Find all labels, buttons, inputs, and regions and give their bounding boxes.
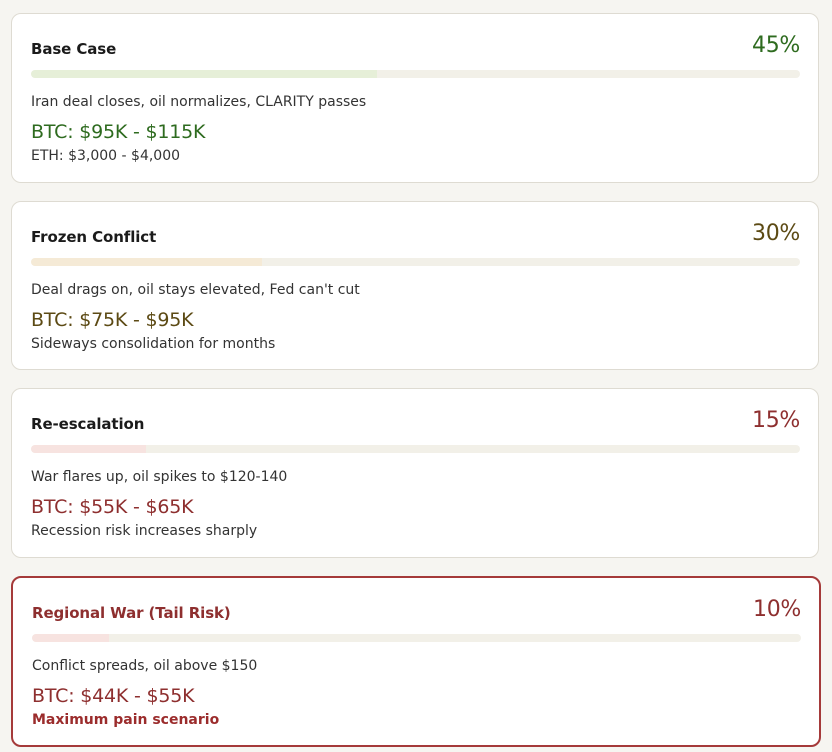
scenario-title: Regional War (Tail Risk) [32, 604, 231, 622]
scenario-note: Maximum pain scenario [32, 712, 220, 728]
probability-bar-fill [31, 70, 378, 78]
scenario-card-re-escalation: Re-escalation 15% War flares up, oil spi… [11, 388, 819, 558]
scenario-card-regional-war: Regional War (Tail Risk) 10% Conflict sp… [11, 576, 821, 747]
btc-price-range: BTC: $55K - $65K [31, 496, 194, 518]
scenario-description: Deal drags on, oil stays elevated, Fed c… [31, 282, 360, 298]
scenario-description: War flares up, oil spikes to $120-140 [31, 469, 288, 485]
probability-bar-track [32, 634, 801, 642]
probability-bar-track [31, 258, 800, 266]
scenario-card-base-case: Base Case 45% Iran deal closes, oil norm… [11, 13, 819, 183]
scenario-description: Conflict spreads, oil above $150 [32, 658, 258, 674]
scenario-note: Sideways consolidation for months [31, 336, 276, 352]
btc-price-range: BTC: $75K - $95K [31, 309, 194, 331]
scenario-title: Base Case [31, 40, 117, 58]
scenario-title: Frozen Conflict [31, 228, 157, 246]
scenario-card-frozen-conflict: Frozen Conflict 30% Deal drags on, oil s… [11, 201, 819, 370]
scenario-description: Iran deal closes, oil normalizes, CLARIT… [31, 94, 367, 110]
scenario-probability: 10% [753, 597, 801, 622]
btc-price-range: BTC: $44K - $55K [32, 685, 195, 707]
probability-bar-fill [31, 258, 262, 266]
scenario-probability: 15% [752, 408, 800, 433]
scenario-probability: 45% [752, 33, 800, 58]
probability-bar-fill [31, 445, 147, 453]
scenario-probability: 30% [752, 221, 800, 246]
scenario-note: Recession risk increases sharply [31, 523, 258, 539]
scenario-note: ETH: $3,000 - $4,000 [31, 148, 181, 164]
btc-price-range: BTC: $95K - $115K [31, 121, 206, 143]
probability-bar-track [31, 70, 800, 78]
scenario-title: Re-escalation [31, 415, 145, 433]
probability-bar-track [31, 445, 800, 453]
probability-bar-fill [32, 634, 109, 642]
